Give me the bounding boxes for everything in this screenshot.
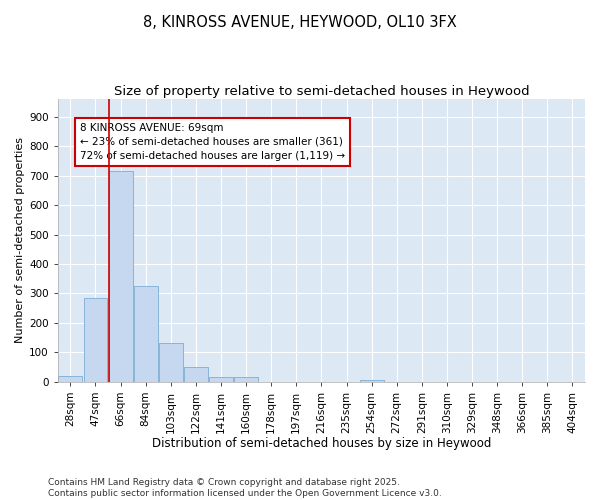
Bar xyxy=(234,378,258,382)
Bar xyxy=(134,286,158,382)
Title: Size of property relative to semi-detached houses in Heywood: Size of property relative to semi-detach… xyxy=(113,85,529,98)
Bar xyxy=(184,367,208,382)
Text: Contains HM Land Registry data © Crown copyright and database right 2025.
Contai: Contains HM Land Registry data © Crown c… xyxy=(48,478,442,498)
Bar xyxy=(83,298,107,382)
Bar xyxy=(109,172,133,382)
Text: 8 KINROSS AVENUE: 69sqm
← 23% of semi-detached houses are smaller (361)
72% of s: 8 KINROSS AVENUE: 69sqm ← 23% of semi-de… xyxy=(80,122,345,160)
Bar xyxy=(209,378,233,382)
Bar xyxy=(58,376,82,382)
Text: 8, KINROSS AVENUE, HEYWOOD, OL10 3FX: 8, KINROSS AVENUE, HEYWOOD, OL10 3FX xyxy=(143,15,457,30)
Y-axis label: Number of semi-detached properties: Number of semi-detached properties xyxy=(15,138,25,344)
Bar xyxy=(359,380,383,382)
X-axis label: Distribution of semi-detached houses by size in Heywood: Distribution of semi-detached houses by … xyxy=(152,437,491,450)
Bar xyxy=(159,344,183,382)
